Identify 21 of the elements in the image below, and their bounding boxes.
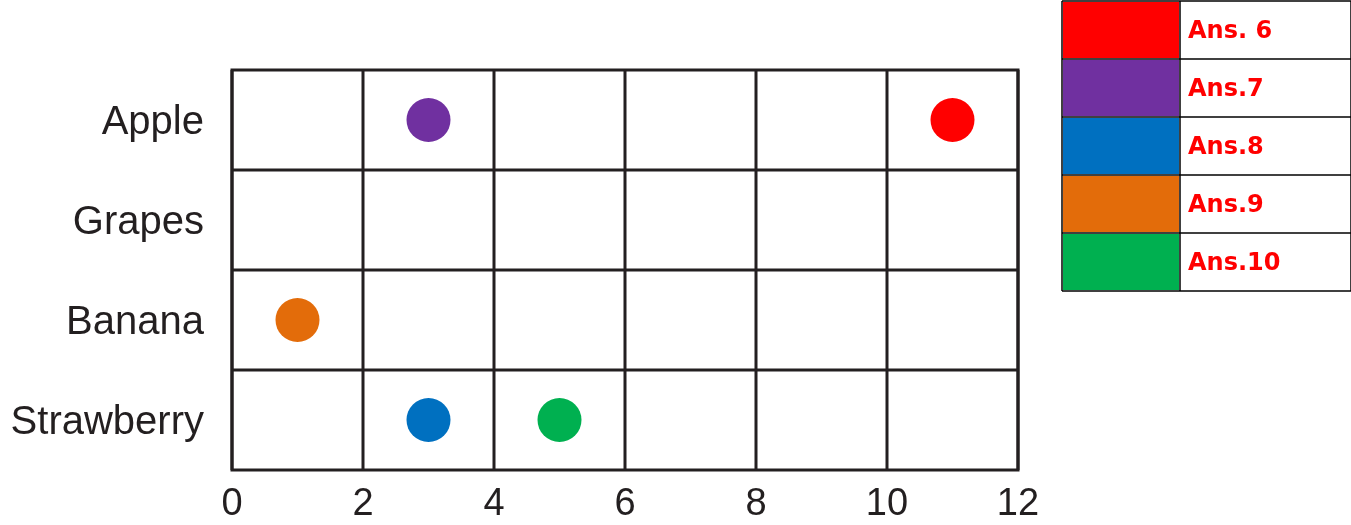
x-tick-label: 8: [745, 481, 767, 523]
y-tick-label: Strawberry: [10, 398, 204, 442]
x-tick-label: 2: [352, 481, 374, 523]
point: [930, 98, 975, 142]
legend-label: Ans.7: [1188, 74, 1264, 102]
y-tick-label: Banana: [66, 298, 205, 342]
y-tick-label: Grapes: [72, 198, 204, 242]
x-tick-label: 0: [221, 481, 243, 523]
point: [406, 398, 451, 442]
x-tick-label: 6: [614, 481, 636, 523]
point: [275, 298, 320, 342]
legend-label: Ans. 6: [1188, 16, 1273, 44]
point: [406, 98, 451, 142]
legend-label: Ans.8: [1188, 132, 1264, 160]
x-tick-label: 10: [865, 481, 909, 523]
x-tick-label: 12: [996, 481, 1040, 523]
y-tick-label: Apple: [101, 98, 204, 142]
x-tick-label: 4: [483, 481, 505, 523]
legend-label: Ans.10: [1188, 248, 1281, 276]
point: [537, 398, 582, 442]
legend-label: Ans.9: [1188, 190, 1264, 218]
